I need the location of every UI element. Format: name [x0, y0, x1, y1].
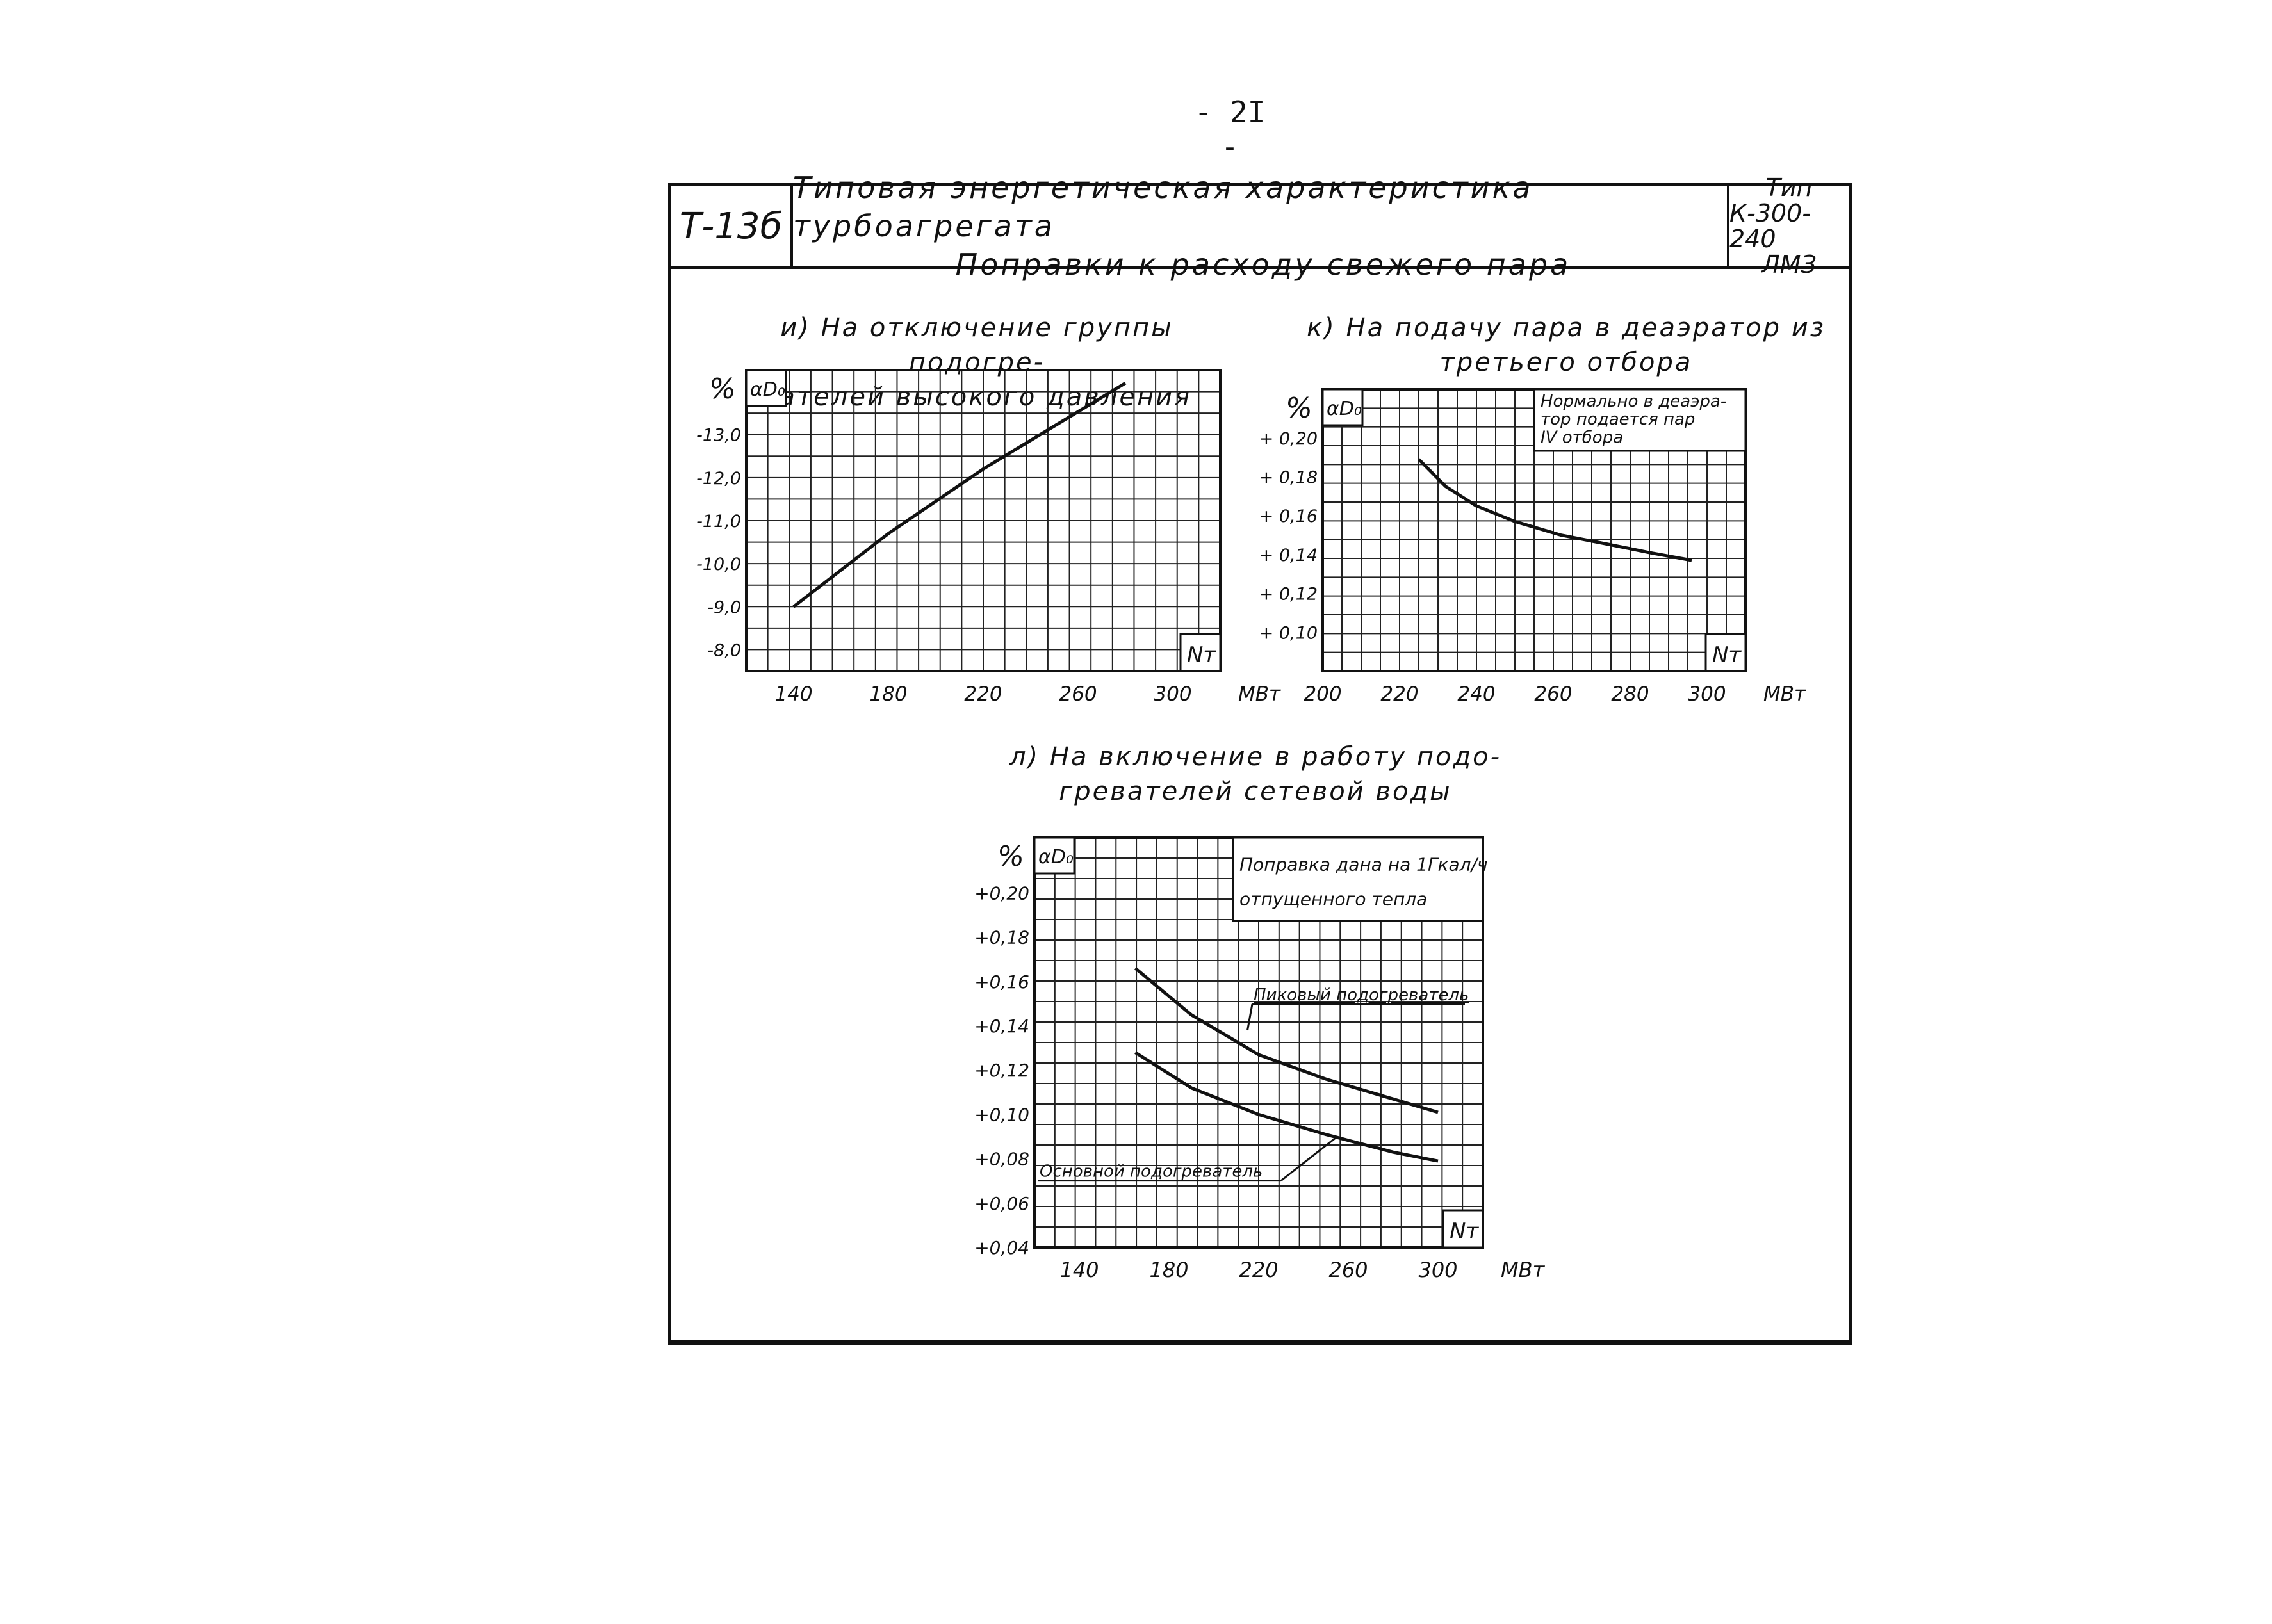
y-tick-label: -8,0 — [707, 640, 741, 660]
chart-l: αD₀% Nт +0,20 +0,18 +0,16 +0,14 +0,12 +0,10 +0,0… — [974, 836, 1546, 1282]
plot-border — [745, 369, 1222, 672]
x-tick-label: 220 — [1239, 1258, 1278, 1282]
title-line-2: Поправки к расходу свежего пара — [955, 247, 1571, 282]
xlabel-box — [1704, 633, 1747, 672]
caption-chart-k: к) На подачу пара в деаэратор из третьег… — [1307, 313, 1826, 377]
note-text: тор подается пар — [1541, 410, 1695, 429]
series-line — [1418, 458, 1692, 562]
x-unit: МВт — [1238, 683, 1281, 706]
caption-chart-i: и) На отключение группы подогре- вателей… — [762, 313, 1192, 412]
x-unit: МВт — [1763, 683, 1806, 706]
type-model: К-300-240 — [1729, 199, 1811, 253]
x-tick-label: 220 — [964, 683, 1002, 706]
y-tick-label: +0,16 — [974, 971, 1029, 993]
y-tick-label: + 0,16 — [1259, 507, 1318, 526]
series-label: Пиковый подогреватель — [1254, 986, 1469, 1005]
y-tick-label: -10,0 — [696, 555, 741, 574]
y-tick-label: +0,06 — [974, 1193, 1029, 1214]
y-tick-label: + 0,14 — [1259, 546, 1318, 565]
x-tick-label: 180 — [1149, 1258, 1188, 1282]
ylabel: αD₀ — [1327, 398, 1362, 420]
x-tick-label: 240 — [1457, 683, 1495, 706]
type-label: Тип — [1765, 174, 1813, 202]
caption-chart-l: л) На включение в работу подо- гревателе… — [1009, 742, 1502, 806]
leader-line — [1280, 1135, 1338, 1181]
x-tick-label: 280 — [1611, 683, 1649, 706]
xlabel-box — [1442, 1209, 1484, 1249]
x-tick-label: 260 — [1059, 683, 1097, 706]
title: Типовая энергетическая характеристика ту… — [793, 170, 1733, 282]
title-block: Т-13б Типовая энергетическая характерист… — [671, 170, 1849, 282]
x-tick-label: 260 — [1534, 683, 1572, 706]
xlabel: Nт — [1187, 642, 1216, 668]
y-tick-label: +0,08 — [974, 1149, 1029, 1170]
chart-k: αD₀% Nт + 0,20 + 0,18 + 0,16 + 0,14 + 0,12 + 0,… — [1259, 388, 1806, 706]
chart-i: αD₀% Nт -13,0 -12,0 -11,0 -10,0 -9,0 -8,0 140 180… — [696, 369, 1281, 706]
page-number: - 2I - — [1194, 95, 1266, 164]
x-tick-label: 260 — [1328, 1258, 1368, 1282]
ylabel-box — [1321, 388, 1364, 426]
ylabel: αD₀ — [750, 378, 785, 401]
type-maker: ЛМЗ — [1761, 250, 1817, 279]
series-line — [1134, 967, 1439, 1114]
unit-label: % — [709, 373, 736, 405]
x-tick-label: 300 — [1688, 683, 1726, 706]
y-tick-label: + 0,18 — [1259, 468, 1318, 488]
xlabel: Nт — [1712, 642, 1742, 668]
unit-label: % — [1286, 392, 1312, 425]
x-unit: МВт — [1501, 1258, 1546, 1282]
y-tick-label: + 0,20 — [1259, 429, 1318, 449]
y-tick-label: + 0,12 — [1259, 585, 1318, 605]
ylabel: αD₀ — [1038, 846, 1074, 868]
turbine-type: Тип К-300-240 ЛМЗ — [1727, 175, 1849, 277]
ylabel-box — [1033, 836, 1075, 875]
y-tick-label: +0,20 — [974, 882, 1029, 904]
x-tick-label: 140 — [774, 683, 812, 706]
series-label: Основной подогреватель — [1040, 1162, 1263, 1181]
x-tick-label: 220 — [1380, 683, 1418, 706]
sheet-code: Т-13б — [671, 186, 793, 266]
note-text: IV отбора — [1541, 428, 1623, 447]
x-tick-label: 300 — [1418, 1258, 1457, 1282]
note-text: Нормально в деаэра- — [1541, 392, 1726, 411]
y-tick-label: + 0,10 — [1259, 623, 1318, 643]
series-line — [1134, 1051, 1439, 1163]
y-tick-label: +0,10 — [974, 1104, 1029, 1125]
y-tick-label: +0,18 — [974, 927, 1029, 948]
x-tick-label: 200 — [1304, 683, 1341, 706]
y-tick-label: -13,0 — [696, 426, 741, 446]
note-text: Поправка дана на 1Гкал/ч — [1239, 854, 1488, 875]
drawing-frame: Т-13б Типовая энергетическая характерист… — [668, 170, 1852, 1345]
x-tick-label: 180 — [869, 683, 907, 706]
ylabel-box — [745, 369, 787, 407]
xlabel: Nт — [1450, 1219, 1479, 1244]
x-tick-label: 300 — [1154, 683, 1191, 706]
y-tick-label: +0,14 — [974, 1016, 1029, 1037]
y-tick-label: -9,0 — [707, 597, 741, 617]
y-tick-label: -11,0 — [696, 512, 741, 532]
y-tick-label: -12,0 — [696, 469, 741, 489]
x-tick-label: 140 — [1059, 1258, 1099, 1282]
unit-label: % — [997, 840, 1024, 873]
y-tick-label: +0,12 — [974, 1060, 1029, 1081]
y-tick-label: +0,04 — [974, 1237, 1029, 1258]
series-line — [792, 381, 1127, 608]
xlabel-box — [1179, 633, 1222, 672]
title-line-1: Типовая энергетическая характеристика ту… — [793, 170, 1533, 243]
leader-line — [1246, 1003, 1254, 1031]
note-box — [1533, 388, 1747, 452]
note-text: отпущенного тепла — [1239, 889, 1427, 910]
note-box — [1232, 836, 1484, 922]
